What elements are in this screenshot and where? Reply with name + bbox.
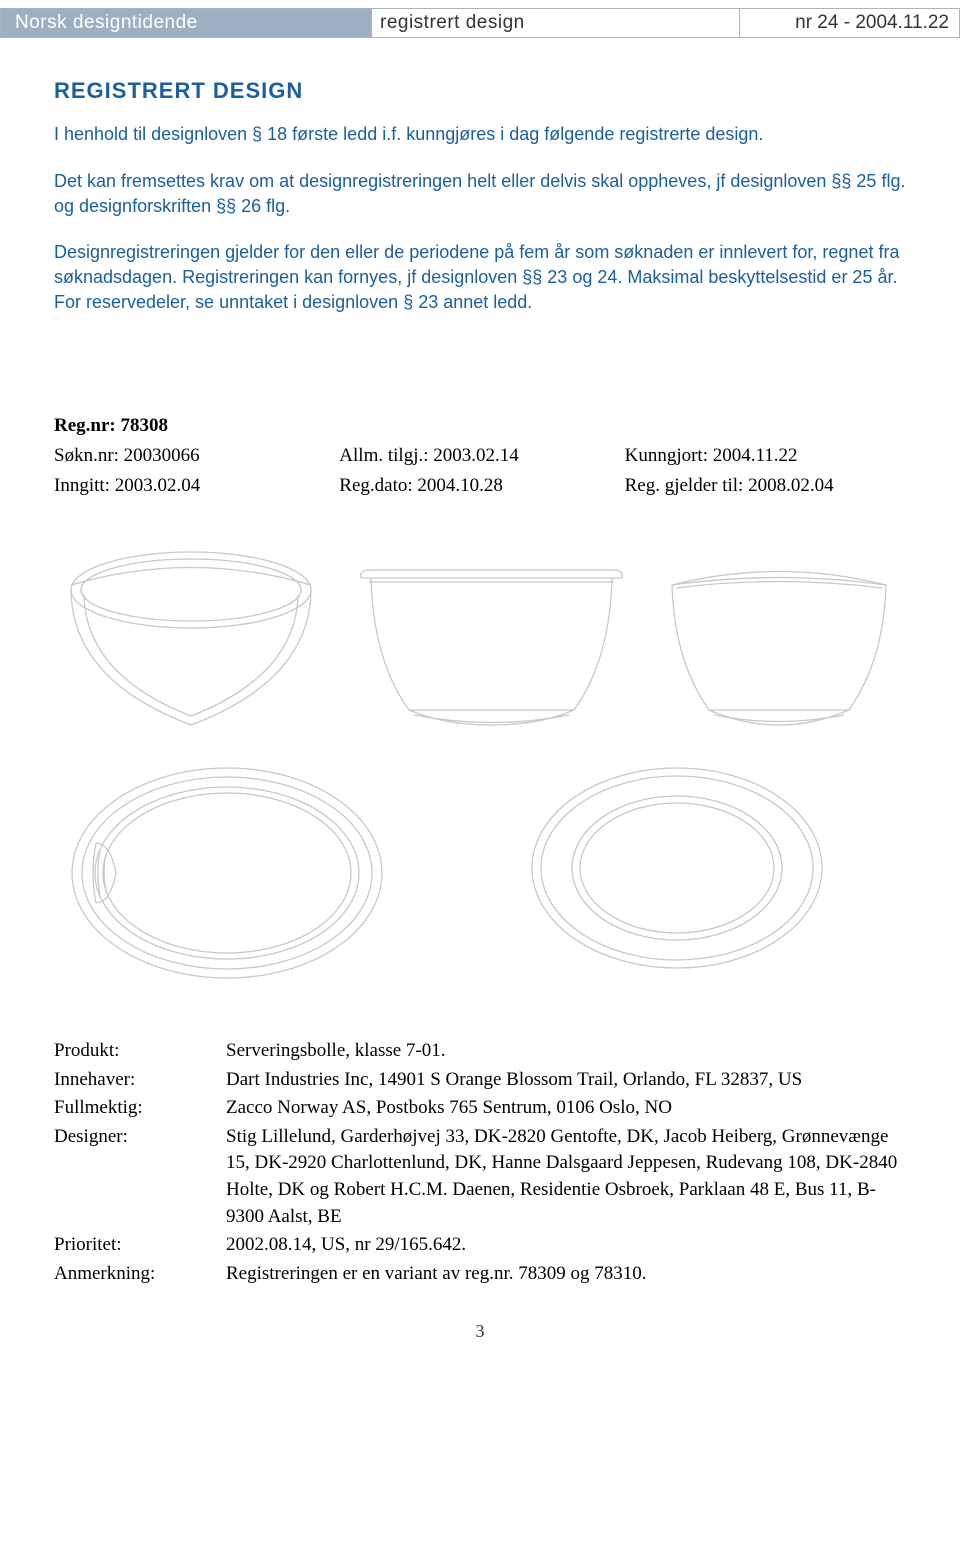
holder-label: Innehaver: xyxy=(54,1067,226,1094)
section-title: REGISTRERT DESIGN xyxy=(54,78,910,104)
product-value: Serveringsbolle, klasse 7-01. xyxy=(226,1038,910,1065)
agent-label: Fullmektig: xyxy=(54,1095,226,1122)
filing-date: Inngitt: 2003.02.04 xyxy=(54,471,339,500)
metadata-row-2: Inngitt: 2003.02.04 Reg.dato: 2004.10.28… xyxy=(54,471,910,500)
designer-value: Stig Lillelund, Garderhøjvej 33, DK-2820… xyxy=(226,1124,910,1230)
registration-number: Reg.nr: 78308 xyxy=(54,415,910,437)
body-paragraph-2: Designregistreringen gjelder for den ell… xyxy=(54,240,910,316)
intro-paragraph: I henhold til designloven § 18 første le… xyxy=(54,122,910,147)
header-issue-number: nr 24 - 2004.11.22 xyxy=(739,9,959,37)
agent-value: Zacco Norway AS, Postboks 765 Sentrum, 0… xyxy=(226,1095,910,1122)
valid-until-date: Reg. gjelder til: 2008.02.04 xyxy=(625,471,910,500)
registration-date: Reg.dato: 2004.10.28 xyxy=(339,471,624,500)
body-paragraph-1: Det kan fremsettes krav om at designregi… xyxy=(54,169,910,219)
figure-front-view xyxy=(349,540,634,740)
remark-label: Anmerkning: xyxy=(54,1261,226,1288)
figure-bottom-view xyxy=(522,758,832,988)
page-number: 3 xyxy=(0,1321,960,1354)
priority-label: Prioritet: xyxy=(54,1232,226,1259)
publication-date: Kunngjort: 2004.11.22 xyxy=(625,441,910,470)
figure-side-view xyxy=(654,540,904,740)
priority-value: 2002.08.14, US, nr 29/165.642. xyxy=(226,1232,910,1259)
header-section-name: registrert design xyxy=(371,9,739,37)
product-label: Produkt: xyxy=(54,1038,226,1065)
figure-top-view xyxy=(62,758,392,988)
holder-value: Dart Industries Inc, 14901 S Orange Blos… xyxy=(226,1067,910,1094)
registration-details: Produkt: Serveringsbolle, klasse 7-01. I… xyxy=(54,1038,910,1287)
header-publication-title: Norsk designtidende xyxy=(1,9,371,37)
design-figures xyxy=(54,540,910,988)
public-access-date: Allm. tilgj.: 2003.02.14 xyxy=(339,441,624,470)
remark-value: Registreringen er en variant av reg.nr. … xyxy=(226,1261,910,1288)
header-bar: Norsk designtidende registrert design nr… xyxy=(0,8,960,38)
designer-label: Designer: xyxy=(54,1124,226,1230)
application-number: Søkn.nr: 20030066 xyxy=(54,441,339,470)
metadata-row-1: Søkn.nr: 20030066 Allm. tilgj.: 2003.02.… xyxy=(54,441,910,470)
registration-metadata: Reg.nr: 78308 Søkn.nr: 20030066 Allm. ti… xyxy=(54,415,910,500)
figure-perspective-view xyxy=(54,540,329,740)
